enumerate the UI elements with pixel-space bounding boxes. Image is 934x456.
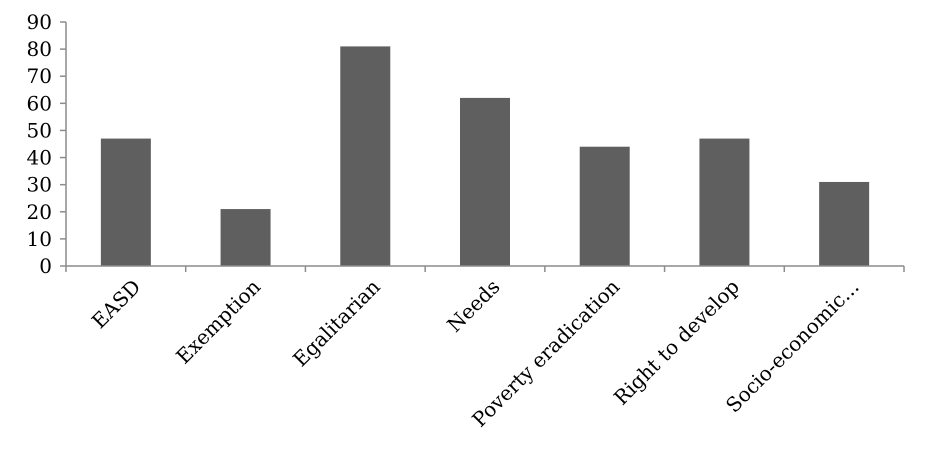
bar (100, 138, 151, 266)
y-tick-label: 40 (27, 146, 52, 170)
y-axis-ticks: 0 10 20 30 40 50 60 70 80 90 (27, 10, 905, 278)
bar (340, 46, 391, 267)
x-category-label: Egalitarian (288, 274, 385, 371)
x-category-label: Exemption (171, 274, 265, 368)
y-tick-label: 20 (27, 200, 52, 224)
y-tick-label: 30 (27, 173, 52, 197)
x-category-label: Right to develop (609, 275, 744, 410)
x-category-label: Socio-economic... (721, 275, 864, 418)
bar (579, 146, 630, 266)
bars (100, 46, 870, 267)
y-tick-label: 60 (27, 91, 52, 115)
y-tick-label: 0 (39, 254, 52, 278)
y-tick-label: 90 (27, 10, 52, 34)
y-tick-label: 50 (27, 118, 52, 142)
bar (819, 181, 870, 266)
y-tick-label: 80 (27, 37, 52, 61)
y-tick-label: 10 (27, 227, 52, 251)
x-category-label: EASD (87, 275, 146, 334)
bar (699, 138, 750, 266)
x-category-label: Needs (442, 275, 504, 337)
bar (460, 97, 510, 267)
y-tick-label: 70 (27, 64, 52, 88)
bar (220, 209, 271, 266)
